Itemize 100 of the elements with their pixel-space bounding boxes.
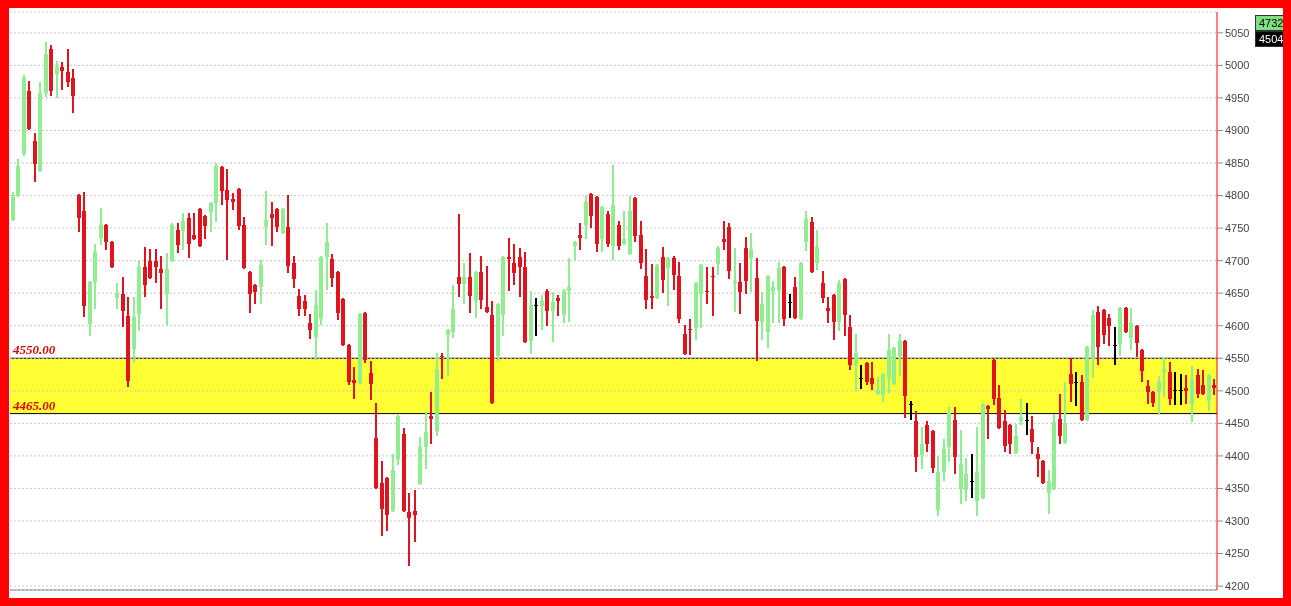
candlestick: [308, 313, 312, 340]
candlestick: [1036, 446, 1040, 478]
candlestick: [788, 293, 792, 319]
candlestick: [159, 255, 163, 310]
candlestick: [854, 333, 858, 392]
candlestick: [925, 420, 929, 453]
y-tick-label: 4500: [1225, 384, 1250, 397]
candlestick: [512, 243, 516, 286]
candlestick: [330, 253, 334, 288]
candlestick: [534, 297, 538, 337]
candlestick: [804, 210, 808, 252]
candlestick: [1014, 423, 1018, 455]
candlestick: [815, 229, 819, 271]
candlestick: [209, 201, 213, 233]
y-tick-label: 4800: [1225, 189, 1250, 202]
candlestick: [683, 324, 687, 356]
candlestick: [303, 294, 307, 317]
ref-line-label: 4465.00: [12, 397, 56, 413]
candlestick: [55, 60, 59, 99]
candlestick: [1129, 307, 1133, 351]
y-tick-label: 4400: [1225, 449, 1250, 462]
y-tick-label: 5000: [1225, 59, 1250, 72]
candlestick: [617, 220, 621, 251]
y-tick-label: 4950: [1225, 91, 1250, 104]
candlestick: [154, 248, 158, 284]
candlestick: [121, 276, 125, 328]
candlestick: [33, 132, 37, 183]
candlestick: [325, 222, 329, 291]
candlestick: [573, 240, 577, 261]
y-tick-label: 5050: [1225, 26, 1250, 39]
candlestick: [1069, 357, 1073, 403]
candlestick: [99, 207, 103, 246]
candlestick: [1146, 379, 1150, 405]
candlestick: [556, 294, 560, 317]
candlestick: [733, 247, 737, 313]
candlestick: [1041, 459, 1045, 485]
y-tick-label: 4600: [1225, 319, 1250, 332]
candlestick: [264, 190, 268, 246]
candlestick: [920, 426, 924, 470]
text: 4732: [1255, 15, 1288, 31]
y-tick-label: 4250: [1225, 547, 1250, 560]
candlestick: [176, 222, 180, 254]
candlestick: [1074, 371, 1078, 407]
candlestick: [1030, 415, 1034, 455]
candlestick: [518, 247, 522, 298]
y-tick-label: 4550: [1225, 352, 1250, 365]
candlestick: [661, 246, 665, 294]
candlestick: [584, 195, 588, 240]
candlestick: [462, 262, 466, 305]
candlestick: [760, 291, 764, 341]
y-tick-label: 4200: [1225, 580, 1250, 592]
candlestick: [407, 492, 411, 567]
candlestick: [942, 438, 946, 482]
candlestick: [1058, 393, 1062, 445]
candlestick: [181, 212, 185, 251]
candlestick: [749, 232, 753, 293]
candlestick: [104, 223, 108, 251]
y-tick-label: 4900: [1225, 124, 1250, 137]
candlestick: [986, 404, 990, 440]
y-tick-label: 4700: [1225, 254, 1250, 267]
candlestick: [297, 288, 301, 317]
candlestick: [60, 61, 64, 91]
candlestick: [507, 237, 511, 292]
candlestick: [1173, 371, 1177, 406]
candlestick: [777, 261, 781, 324]
candlestick: [1184, 374, 1188, 405]
candlestick: [716, 245, 720, 276]
text: 4504: [1255, 31, 1288, 47]
y-tick-label: 4650: [1225, 287, 1250, 300]
candlestick: [457, 213, 461, 298]
candlestick: [898, 333, 902, 377]
candlestick: [540, 294, 544, 331]
candlestick: [11, 191, 15, 222]
candlestick: [424, 411, 428, 470]
candlestick: [115, 282, 119, 310]
candlestick: [821, 270, 825, 304]
candlestick: [567, 257, 571, 323]
candlestick: [485, 265, 489, 314]
candlestick: [1063, 381, 1067, 445]
y-tick-label: 4450: [1225, 417, 1250, 430]
candlestick: [705, 266, 709, 305]
y-tick-label: 4750: [1225, 222, 1250, 234]
y-tick-label: 4850: [1225, 156, 1250, 169]
candlestick: [1179, 373, 1183, 406]
candlestick: [666, 256, 670, 307]
candlestick: [650, 263, 654, 310]
candlestick: [1135, 324, 1139, 358]
candlestick: [578, 222, 582, 251]
y-tick-label: 4350: [1225, 482, 1250, 495]
candlestick: [738, 262, 742, 315]
candlestick: [551, 291, 555, 343]
candlestick: [1157, 375, 1161, 416]
candlestick: [589, 192, 593, 229]
candlestick: [672, 255, 676, 291]
candlestick: [970, 453, 974, 499]
candlestick: [292, 255, 296, 289]
candlestick: [545, 288, 549, 327]
candlestick: [1140, 348, 1144, 383]
candlestick: [468, 252, 472, 314]
candlestick: [413, 489, 417, 543]
